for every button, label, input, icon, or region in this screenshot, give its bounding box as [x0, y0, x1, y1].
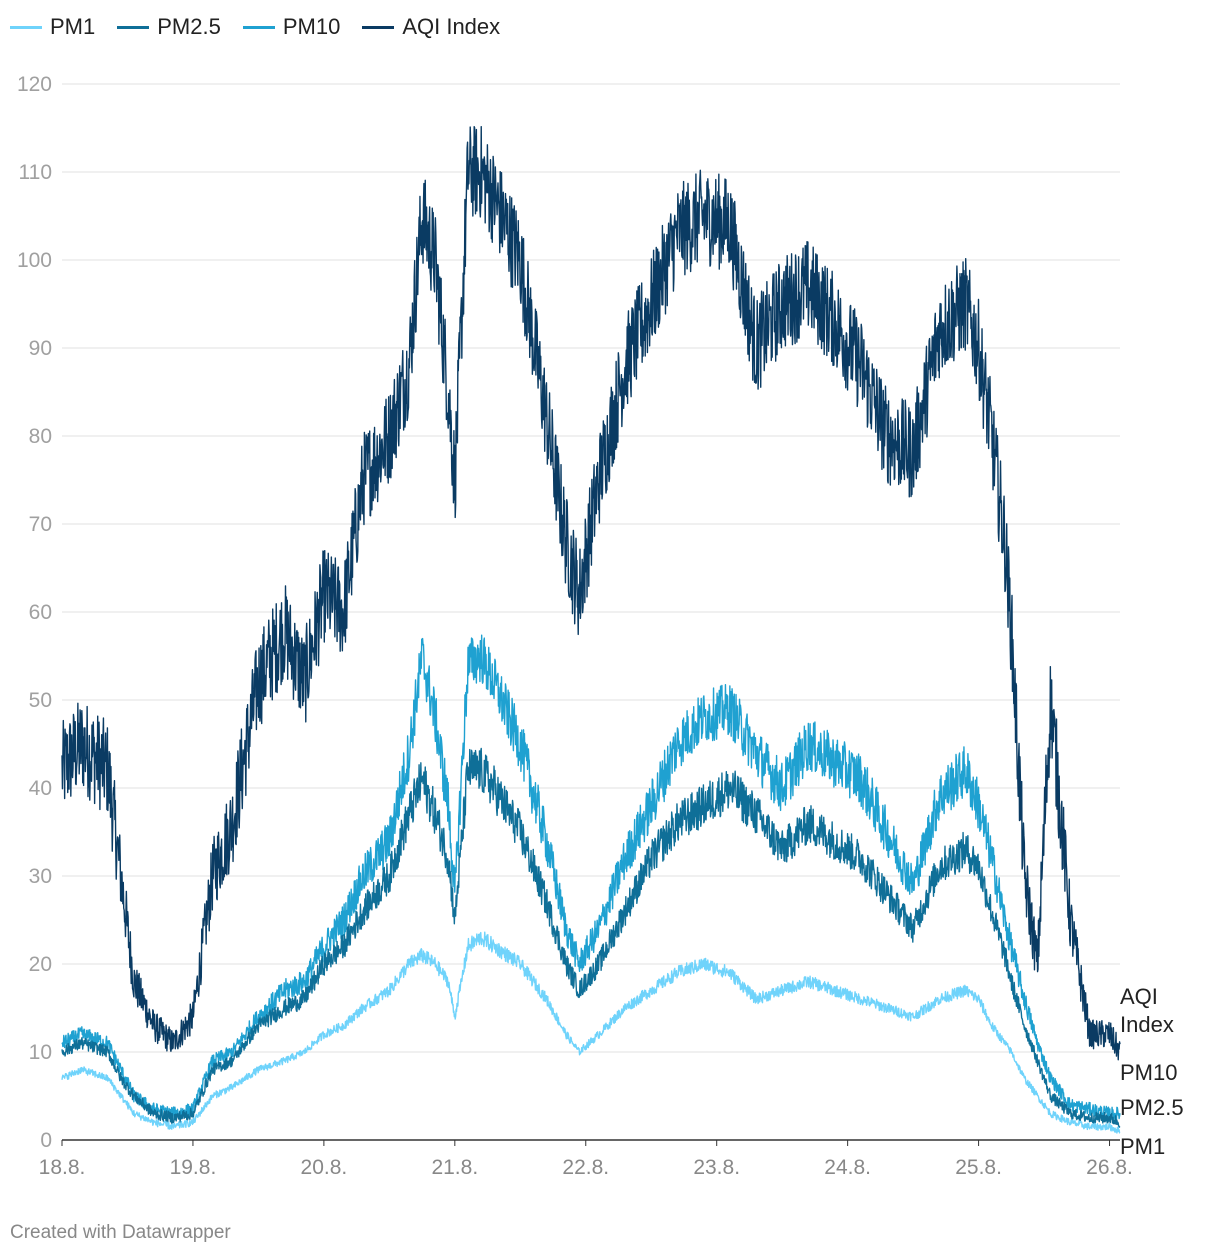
grid-lines	[62, 83, 1120, 1053]
y-tick-label: 70	[29, 513, 52, 536]
legend-label-pm10: PM10	[282, 14, 341, 39]
legend-item-pm10: PM10	[242, 14, 341, 40]
end-label-pm1: PM1	[1120, 1134, 1165, 1159]
x-tick-label: 26.8.	[1086, 1156, 1133, 1179]
x-tick-label: 22.8.	[562, 1156, 609, 1179]
legend-swatch-pm25	[117, 25, 150, 29]
x-tick-label: 25.8.	[955, 1156, 1002, 1179]
y-tick-label: 30	[29, 865, 52, 888]
x-tick-label: 21.8.	[431, 1156, 478, 1179]
series-line-pm10	[61, 634, 1121, 1121]
y-tick-label: 100	[17, 249, 52, 272]
end-label-pm10: PM10	[1120, 1060, 1177, 1085]
y-tick-label: 20	[29, 953, 52, 976]
y-tick-label: 90	[29, 337, 52, 360]
y-tick-label: 60	[29, 601, 52, 624]
legend-item-pm25: PM2.5	[117, 14, 221, 40]
y-tick-label: 120	[17, 73, 52, 96]
y-tick-label: 10	[29, 1041, 52, 1064]
series-end-labels: AQI Index PM10 PM2.5 PM1	[1120, 984, 1184, 1159]
y-tick-label: 110	[19, 161, 52, 184]
legend-label-pm25: PM2.5	[157, 14, 221, 39]
y-tick-label: 80	[29, 425, 52, 448]
series-line-pm1	[61, 931, 1121, 1134]
legend-label-pm1: PM1	[50, 14, 96, 39]
end-label-pm2-5: PM2.5	[1120, 1095, 1184, 1120]
legend-swatch-aqi	[362, 25, 395, 29]
legend-item-aqi: AQI Index	[362, 14, 500, 40]
legend-item-pm1: PM1	[10, 14, 95, 40]
series-lines	[61, 125, 1121, 1134]
legend-swatch-pm1	[10, 25, 42, 29]
legend-label-aqi: AQI Index	[402, 14, 501, 39]
series-line-pm2-5	[61, 747, 1121, 1128]
legend-swatch-pm10	[242, 25, 275, 29]
x-tick-label: 24.8.	[824, 1156, 871, 1179]
x-tick-label: 23.8.	[693, 1156, 740, 1179]
x-tick-label: 18.8.	[39, 1156, 86, 1179]
chart-legend: PM1 PM2.5 PM10 AQI Index	[10, 14, 500, 40]
y-tick-label: 0	[40, 1129, 52, 1152]
x-axis: 18.8. 19.8. 20.8. 21.8. 22.8. 23.8. 24.8. 25.8.…	[39, 1139, 1133, 1179]
y-axis: 0 10 20 30 40 50 60 70 80 90 100 110 120	[17, 73, 52, 1152]
end-label-aqi-index: AQI Index	[1120, 984, 1174, 1037]
x-tick-label: 20.8.	[301, 1156, 348, 1179]
x-tick-label: 19.8.	[170, 1156, 217, 1179]
y-tick-label: 40	[29, 777, 52, 800]
series-line-aqi-index	[61, 125, 1121, 1061]
chart-source-credit: Created with Datawrapper	[10, 1222, 231, 1243]
y-tick-label: 50	[29, 689, 52, 712]
